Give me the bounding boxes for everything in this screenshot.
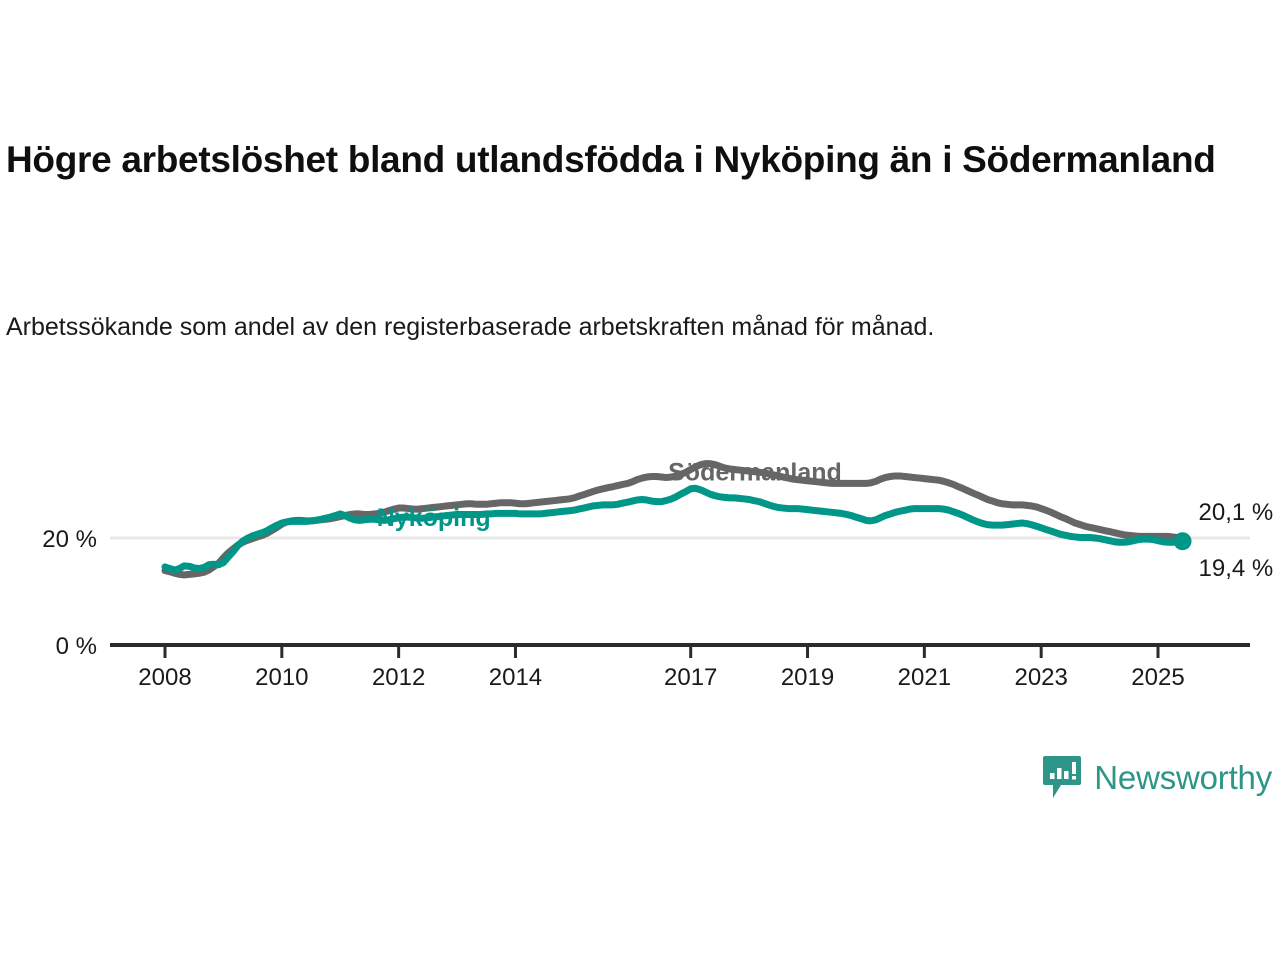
series-label-nykping: Nyköping bbox=[377, 504, 491, 532]
x-tick-labels: 2008 2010 2012 2014 2017 2019 2021 2023 2025 bbox=[138, 664, 1184, 691]
x-tick-label-2017: 2017 bbox=[664, 664, 717, 691]
x-tick-label-2023: 2023 bbox=[1014, 664, 1067, 691]
series-inline-labels: Södermanland Nyköping bbox=[377, 459, 842, 532]
x-tick-label-2012: 2012 bbox=[372, 664, 425, 691]
end-value-nykoping: 19,4 % bbox=[1199, 555, 1274, 582]
logo-wordmark: Newsworthy bbox=[1094, 758, 1272, 796]
series-paths bbox=[161, 460, 1192, 579]
newsworthy-bubble-barchart-icon bbox=[1043, 756, 1082, 798]
end-value-sodermanland: 20,1 % bbox=[1199, 499, 1274, 526]
x-tick-label-2021: 2021 bbox=[898, 664, 951, 691]
y-tick-label-0: 0 % bbox=[56, 633, 97, 660]
page-subtitle: Arbetssökande som andel av den registerb… bbox=[6, 313, 935, 341]
x-tick-label-2010: 2010 bbox=[255, 664, 308, 691]
series-end-marker-nykping bbox=[1173, 532, 1192, 551]
x-tick-label-2008: 2008 bbox=[138, 664, 191, 691]
page-title: Högre arbetslöshet bland utlandsfödda i … bbox=[6, 139, 1216, 180]
x-axis bbox=[110, 643, 1250, 658]
y-tick-label-20: 20 % bbox=[42, 526, 97, 553]
newsworthy-logo: Newsworthy bbox=[1042, 755, 1272, 799]
x-tick-label-2025: 2025 bbox=[1131, 664, 1184, 691]
footer: Newsworthy bbox=[0, 755, 1280, 835]
series-line-nykping bbox=[161, 484, 1187, 574]
series-label-sdermanland: Södermanland bbox=[668, 459, 842, 487]
x-tick-label-2014: 2014 bbox=[489, 664, 542, 691]
chart-canvas: 2008 2010 2012 2014 2017 2019 2021 2023 2025 0 %… bbox=[42, 459, 1274, 691]
y-tick-labels: 0 % 20 % bbox=[42, 526, 97, 660]
x-tick-label-2019: 2019 bbox=[781, 664, 834, 691]
line-chart: 2008 2010 2012 2014 2017 2019 2021 2023 2025 0 %… bbox=[0, 420, 1280, 710]
end-value-labels: 20,1 % 19,4 % bbox=[1199, 499, 1274, 582]
